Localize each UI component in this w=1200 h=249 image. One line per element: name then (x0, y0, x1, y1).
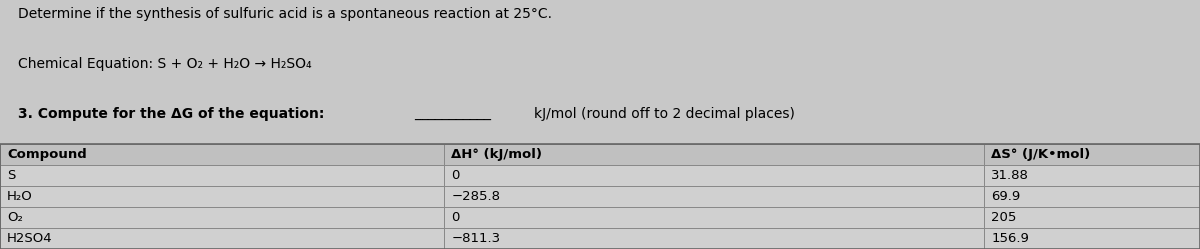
Text: 0: 0 (451, 169, 460, 182)
FancyBboxPatch shape (444, 165, 984, 186)
Text: ΔS° (J/K•mol): ΔS° (J/K•mol) (991, 148, 1091, 161)
Text: −811.3: −811.3 (451, 232, 500, 245)
FancyBboxPatch shape (444, 144, 984, 165)
FancyBboxPatch shape (444, 228, 984, 249)
Text: Compound: Compound (7, 148, 86, 161)
Text: S: S (7, 169, 16, 182)
Text: 0: 0 (451, 211, 460, 224)
FancyBboxPatch shape (444, 207, 984, 228)
FancyBboxPatch shape (0, 144, 444, 165)
Text: 156.9: 156.9 (991, 232, 1030, 245)
Text: ΔH° (kJ/mol): ΔH° (kJ/mol) (451, 148, 542, 161)
Text: −285.8: −285.8 (451, 190, 500, 203)
Text: Chemical Equation: S + O₂ + H₂O → H₂SO₄: Chemical Equation: S + O₂ + H₂O → H₂SO₄ (18, 57, 312, 71)
Text: 205: 205 (991, 211, 1016, 224)
FancyBboxPatch shape (984, 207, 1200, 228)
Text: Determine if the synthesis of sulfuric acid is a spontaneous reaction at 25°C.: Determine if the synthesis of sulfuric a… (18, 7, 552, 21)
FancyBboxPatch shape (0, 165, 444, 186)
Text: O₂: O₂ (7, 211, 23, 224)
Bar (0, 144, 1200, 249)
Text: 31.88: 31.88 (991, 169, 1030, 182)
Text: ___________: ___________ (414, 107, 491, 121)
Text: H₂O: H₂O (7, 190, 32, 203)
FancyBboxPatch shape (0, 228, 444, 249)
FancyBboxPatch shape (984, 186, 1200, 207)
FancyBboxPatch shape (444, 186, 984, 207)
Text: 3. Compute for the ΔG of the equation:: 3. Compute for the ΔG of the equation: (18, 107, 324, 121)
FancyBboxPatch shape (984, 165, 1200, 186)
FancyBboxPatch shape (984, 144, 1200, 165)
FancyBboxPatch shape (984, 228, 1200, 249)
Text: 69.9: 69.9 (991, 190, 1020, 203)
FancyBboxPatch shape (0, 207, 444, 228)
FancyBboxPatch shape (0, 186, 444, 207)
Text: H2SO4: H2SO4 (7, 232, 53, 245)
Text: kJ/mol (round off to 2 decimal places): kJ/mol (round off to 2 decimal places) (534, 107, 794, 121)
